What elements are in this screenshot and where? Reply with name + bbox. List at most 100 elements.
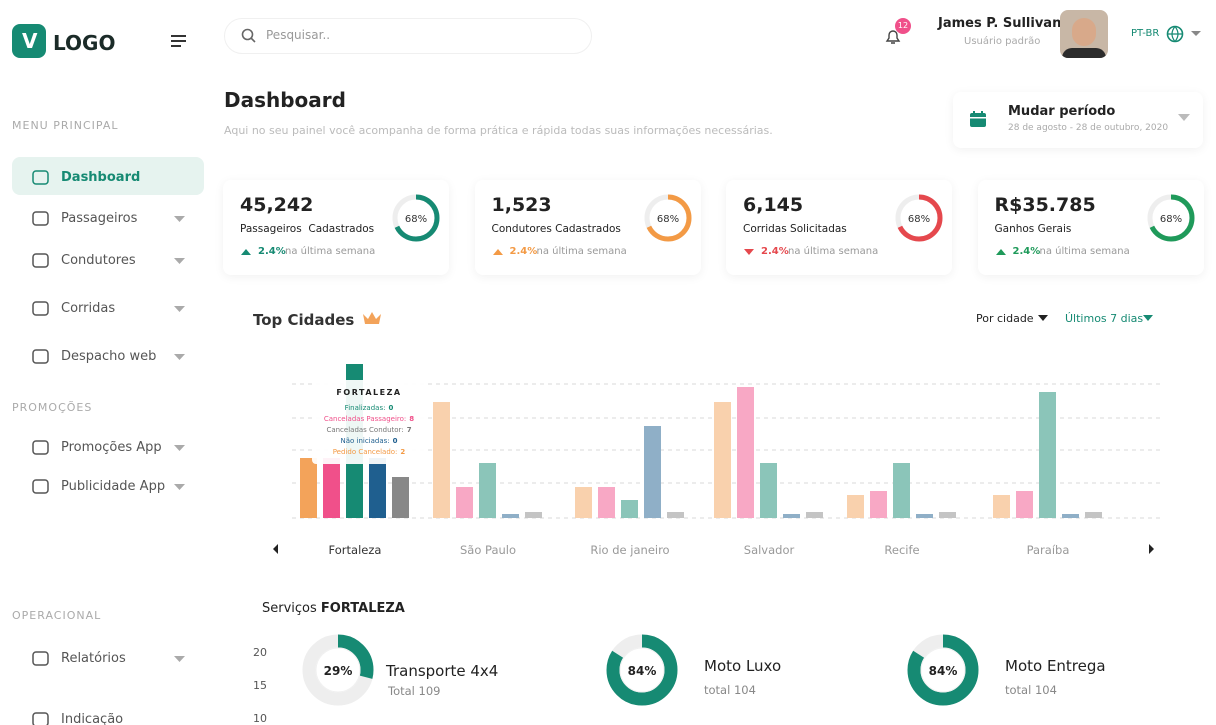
section-title: OPERACIONAL <box>12 609 102 622</box>
tooltip-label: Finalizadas: <box>345 404 386 412</box>
nav-icon <box>32 170 49 185</box>
logo-text: LOGO <box>53 31 116 55</box>
kpi-label: Ganhos Gerais <box>994 223 1072 235</box>
kpi-change-suffix: na última semana <box>285 246 376 257</box>
nav-icon <box>32 479 49 494</box>
tooltip-value: 7 <box>407 426 412 434</box>
bar <box>737 387 754 518</box>
nav-caret <box>174 445 185 451</box>
ring-value <box>302 634 374 706</box>
service-total: total 104 <box>704 683 756 697</box>
nav-item[interactable]: Promoções App <box>61 440 162 455</box>
section-title: MENU PRINCIPAL <box>12 119 119 132</box>
icon-shape <box>32 479 49 494</box>
ring-inner <box>619 647 665 693</box>
ring-inner <box>920 647 966 693</box>
trend-arrow <box>241 249 251 255</box>
bar <box>916 514 933 518</box>
tooltip-label: Canceladas Condutor: <box>326 426 403 434</box>
tooltip-row: Pedido Cancelado: 2 <box>333 448 406 456</box>
menu-toggle[interactable] <box>170 34 188 48</box>
trend-arrow <box>995 249 1006 255</box>
services-label: Serviços <box>262 601 317 616</box>
bar <box>479 463 496 518</box>
search-box[interactable] <box>224 18 592 54</box>
service-ring: 84% <box>606 634 678 706</box>
kpi-value: 6,145 <box>743 194 804 216</box>
period-range: 28 de agosto - 28 de outubro, 2020 <box>1008 123 1169 133</box>
kpi-change-suffix: na última semana <box>1039 246 1130 257</box>
filter-city[interactable]: Por cidade <box>976 312 1034 325</box>
kpi-ring: 68% <box>895 194 943 242</box>
caret <box>174 216 185 222</box>
ring-value <box>907 634 979 706</box>
nav-item[interactable]: Corridas <box>61 301 116 316</box>
service-percent: 29% <box>324 664 353 678</box>
bar <box>644 426 661 518</box>
user-name: James P. Sullivan <box>938 16 1062 31</box>
language[interactable]: PT-BR <box>1131 28 1160 39</box>
bar-chart: Fortaleza São Paulo Rio de janeiro Salvador… <box>273 364 1160 557</box>
nav-item[interactable]: Despacho web <box>61 349 157 364</box>
caret <box>174 306 185 312</box>
caret <box>174 445 185 451</box>
filter-period[interactable]: Últimos 7 dias <box>1065 312 1144 325</box>
bar <box>806 512 823 518</box>
bell-icon[interactable] <box>884 28 902 46</box>
globe-icon[interactable] <box>1166 25 1204 43</box>
nav-icon <box>32 440 49 455</box>
icon-shape <box>32 712 49 725</box>
nav-item[interactable]: Passageiros <box>61 211 138 226</box>
kpi-percent: 68% <box>656 214 678 225</box>
filter-caret <box>1143 315 1153 321</box>
y-tick-label: 20 <box>253 646 267 659</box>
bar <box>893 463 910 518</box>
icon-shape <box>32 211 49 226</box>
kpi-value: 1,523 <box>491 194 552 216</box>
bar <box>993 495 1010 518</box>
x-tick-label: Recife <box>884 543 919 557</box>
kpi-label: Passageiros Cadastrados <box>240 223 375 235</box>
tooltip-value: 0 <box>388 404 393 412</box>
nav-item[interactable]: Relatórios <box>61 651 126 666</box>
bar <box>847 495 864 518</box>
page-subtitle: Aqui no seu painel você acompanha de for… <box>224 124 773 137</box>
y-tick-label: 10 <box>253 712 267 725</box>
bar <box>783 514 800 518</box>
kpi-label: Corridas Solicitadas <box>743 223 847 235</box>
nav-item[interactable]: Dashboard <box>61 170 141 185</box>
ring-value <box>1147 194 1194 242</box>
search-icon <box>241 28 256 43</box>
nav-icon <box>32 301 49 316</box>
nav-item[interactable]: Condutores <box>61 253 136 268</box>
filter-caret <box>1038 315 1048 321</box>
services-title: Serviços FORTALEZA <box>262 601 405 616</box>
service-ring: 29% <box>302 634 374 706</box>
avatar[interactable] <box>1060 10 1108 58</box>
bar <box>502 514 519 518</box>
period-caret <box>1178 114 1190 121</box>
tooltip-value: 2 <box>400 448 405 456</box>
service-percent: 84% <box>929 664 958 678</box>
bar <box>598 487 615 518</box>
period-picker[interactable] <box>953 92 1203 148</box>
next-arrow <box>1149 544 1154 554</box>
trend-arrow <box>744 249 754 255</box>
bar <box>621 500 638 518</box>
nav-caret <box>174 484 185 490</box>
icon-shape <box>32 349 49 364</box>
x-tick-label: São Paulo <box>460 543 516 557</box>
bar <box>1039 392 1056 518</box>
tooltip-value: 0 <box>393 437 398 445</box>
nav-item[interactable]: Publicidade App <box>61 479 166 494</box>
nav-item[interactable]: Indicação <box>61 712 124 725</box>
icon-shape <box>32 440 49 455</box>
tooltip-title: FORTALEZA <box>336 388 401 397</box>
icon-shape <box>32 301 49 316</box>
arrow <box>995 249 1006 255</box>
arrow <box>241 249 251 255</box>
nav-icon <box>32 253 49 268</box>
icon-shape <box>32 253 49 268</box>
ring-inner <box>315 647 361 693</box>
